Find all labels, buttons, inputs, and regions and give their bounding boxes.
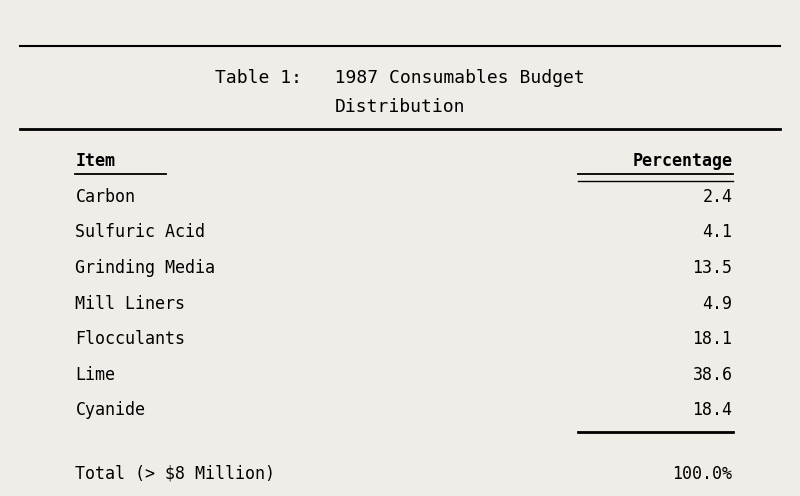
Text: Mill Liners: Mill Liners [75, 295, 186, 312]
Text: Lime: Lime [75, 366, 115, 384]
Text: Sulfuric Acid: Sulfuric Acid [75, 223, 206, 242]
Text: 18.4: 18.4 [693, 401, 733, 420]
Text: 4.1: 4.1 [702, 223, 733, 242]
Text: 13.5: 13.5 [693, 259, 733, 277]
Text: Table 1:   1987 Consumables Budget: Table 1: 1987 Consumables Budget [215, 69, 585, 87]
Text: 18.1: 18.1 [693, 330, 733, 348]
Text: 2.4: 2.4 [702, 188, 733, 206]
Text: Distribution: Distribution [334, 98, 466, 116]
Text: Carbon: Carbon [75, 188, 135, 206]
Text: Item: Item [75, 152, 115, 170]
Text: Cyanide: Cyanide [75, 401, 146, 420]
Text: Total (> $8 Million): Total (> $8 Million) [75, 465, 275, 483]
Text: Percentage: Percentage [633, 152, 733, 170]
Text: Grinding Media: Grinding Media [75, 259, 215, 277]
Text: 100.0%: 100.0% [673, 465, 733, 483]
Text: 38.6: 38.6 [693, 366, 733, 384]
Text: 4.9: 4.9 [702, 295, 733, 312]
Text: Flocculants: Flocculants [75, 330, 186, 348]
